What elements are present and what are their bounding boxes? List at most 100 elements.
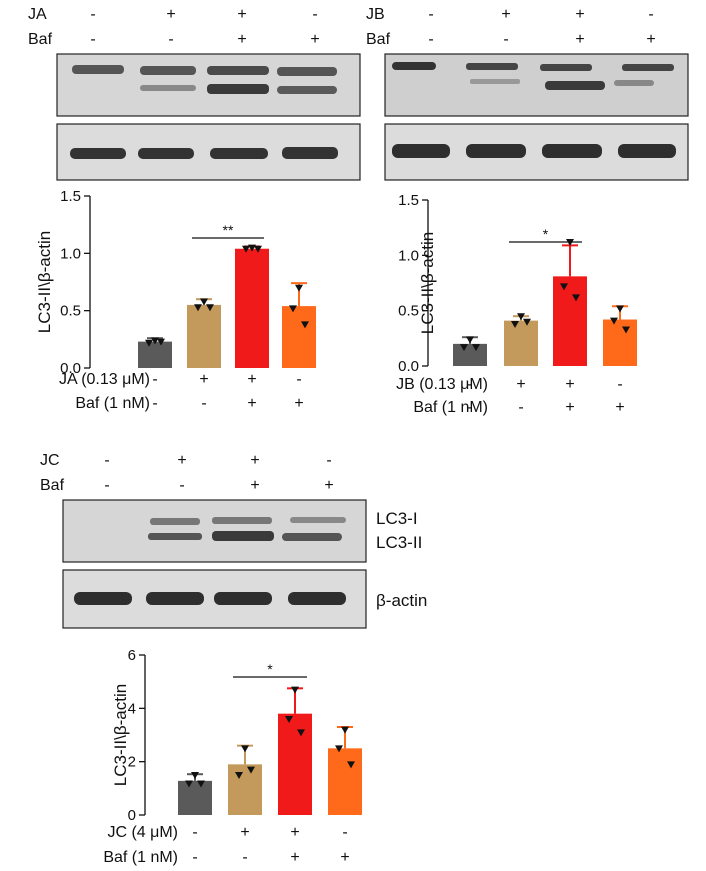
ja-baf-sign: - [168,31,173,48]
ja-treatment-sign: + [166,6,175,23]
ja-lc3-blot [56,53,361,117]
jb-treatment-sign: - [648,6,653,23]
data-point [247,766,255,774]
jc-treatment-label: JC [40,452,60,469]
significance-label: ** [223,222,234,238]
data-point [157,338,165,346]
y-axis-label: LC3-II\β-actin [418,232,437,334]
panel-ja: JA - + + - Baf - - + + JA (0.13 μM) Baf … [28,6,361,412]
x-sign-label: + [290,824,299,841]
y-tick-label: 1.5 [60,188,81,205]
y-axis-label: LC3-II\β-actin [111,684,130,786]
data-point [200,298,208,306]
data-point [242,245,250,253]
jc-lc3-i-band [290,517,346,523]
data-point [572,294,580,302]
jb-lc3-i-band [540,64,592,71]
jb-treatment-label: JB [366,6,385,23]
x-sign-label: + [615,399,624,416]
ja-lc3-i-band [207,66,269,75]
jb-actin-band [542,144,602,158]
jc-x-label: JC (4 μM) [107,824,178,841]
x-sign-label: - [201,395,206,412]
x-sign-label: - [467,376,472,393]
jb-lc3-i-band [466,63,518,70]
jb-lc3-ii-band [470,79,520,84]
data-point [610,317,618,325]
data-point [560,283,568,291]
bar [228,764,262,815]
jc-lc3-i-band [150,518,200,525]
x-sign-label: + [340,849,349,866]
x-sign-label: + [565,376,574,393]
data-point [347,761,355,769]
panel-jc: JC - + + - Baf - - + + LC3-I LC3-II β-ac… [40,452,427,866]
ja-lc3-ii-band [140,85,196,91]
ja-lc3-i-band [277,67,337,76]
data-point [151,337,159,345]
y-tick-label: 0.0 [398,358,419,375]
bar [603,319,637,366]
jc-actin-band [74,592,132,605]
ja-lc3-i-band [72,65,124,74]
jb-actin-band [392,144,450,158]
x-sign-label: - [342,824,347,841]
ja-baf-sign: - [90,31,95,48]
y-tick-label: 6 [128,647,136,664]
jc-baf-label: Baf [40,477,65,494]
jc-baf-sign: + [324,477,333,494]
jc-lc3-ii-band [282,533,342,541]
jc-baf-sign: - [104,477,109,494]
jc-treatment-sign: + [177,452,186,469]
bar [328,748,362,815]
x-sign-label: + [247,395,256,412]
jb-x-label: Baf (1 nM) [413,399,488,416]
ja-x-label: Baf (1 nM) [75,395,150,412]
x-sign-label: - [518,399,523,416]
data-point [616,305,624,313]
jc-treatment-sign: + [250,452,259,469]
data-point [472,344,480,352]
jb-lc3-i-band [622,64,674,71]
x-sign-label: - [296,371,301,388]
bar [235,248,269,368]
data-point [297,729,305,737]
x-sign-label: - [617,376,622,393]
jc-actin-band [146,592,204,605]
y-tick-label: 0 [128,807,136,824]
bar [553,276,587,366]
ja-treatment-sign: - [90,6,95,23]
ja-actin-band [210,148,268,159]
x-sign-label: - [152,371,157,388]
data-point [341,726,349,734]
panel-jb: JB - + + - Baf - - + + JB (0.13 μM) Baf … [366,6,689,416]
x-sign-label: + [294,395,303,412]
y-tick-label: 0.5 [398,303,419,320]
y-tick-label: 4 [128,700,136,717]
chart-jb: 0.0 0.5 1.0 1.5 LC3-II\β-actin * - + + - - - + + [398,192,637,416]
x-sign-label: - [152,395,157,412]
y-tick-label: 0.0 [60,360,81,377]
x-sign-label: - [192,824,197,841]
jb-actin-band [466,144,526,158]
data-point [511,320,519,328]
bar [178,780,212,815]
ja-actin-band [70,148,126,159]
x-sign-label: + [516,376,525,393]
data-point [248,244,256,252]
y-tick-label: 1.0 [60,245,81,262]
lc3-ii-label: LC3-II [376,533,422,552]
data-point [517,313,525,321]
ja-lc3-ii-band [277,86,337,94]
data-point [301,321,309,329]
jb-actin-band [618,144,676,158]
x-sign-label: + [565,399,574,416]
y-tick-label: 1.0 [398,247,419,264]
ja-treatment-label: JA [28,6,47,23]
ja-treatment-sign: - [312,6,317,23]
jb-lc3-ii-band [614,80,654,86]
data-point [191,772,199,779]
ja-lc3-ii-band [207,84,269,94]
data-point [194,304,202,312]
x-sign-label: - [467,399,472,416]
